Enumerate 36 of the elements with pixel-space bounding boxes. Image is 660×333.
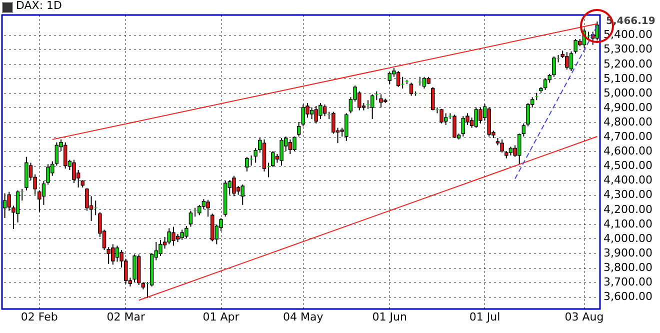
y-tick-label: 4,500.00 [604, 159, 652, 172]
y-tick-label: 5,300.00 [604, 42, 652, 56]
y-tick-label: 4,200.00 [604, 202, 652, 216]
x-tick-label: 02 Feb [20, 310, 58, 324]
y-tick-label: 4,600.00 [604, 144, 652, 158]
candlestick [254, 148, 258, 164]
chart-title: DAX: 1D [16, 0, 62, 12]
y-tick-label: 3,700.00 [604, 276, 652, 289]
candlestick [172, 226, 176, 246]
y-tick-label: 4,800.00 [604, 115, 652, 128]
y-tick-label: 3,600.00 [604, 290, 652, 304]
candlestick [522, 122, 526, 138]
candlestick [409, 82, 414, 96]
candlestick [517, 133, 522, 165]
x-tick-label: 01 Jul [469, 310, 500, 324]
y-tick-label: 4,100.00 [604, 217, 652, 230]
candlestick [2, 192, 7, 219]
x-tick-label: 04 May [283, 310, 324, 324]
y-tick-label: 4,300.00 [604, 188, 652, 202]
x-tick-label: 01 Apr [202, 310, 240, 324]
y-tick-label: 3,900.00 [604, 246, 652, 260]
y-tick-label: 4,700.00 [604, 130, 652, 144]
candlestick [42, 180, 46, 206]
candlestick [422, 76, 426, 89]
candlestick [322, 104, 327, 117]
x-tick-label: 02 Mar [106, 310, 146, 324]
x-tick-label: 01 Jun [372, 310, 408, 324]
y-tick-label: 5,100.00 [604, 72, 652, 85]
y-tick-label: 4,000.00 [604, 232, 652, 245]
y-tick-label: 4,400.00 [604, 174, 652, 187]
y-tick-label: 5,200.00 [604, 57, 652, 70]
x-tick-label: 03 Aug [564, 310, 604, 324]
y-tick-label: 5,000.00 [604, 86, 652, 100]
y-tick-label: 4,900.00 [604, 100, 652, 114]
y-tick-label: 3,800.00 [604, 261, 652, 274]
candlestick [318, 102, 322, 120]
